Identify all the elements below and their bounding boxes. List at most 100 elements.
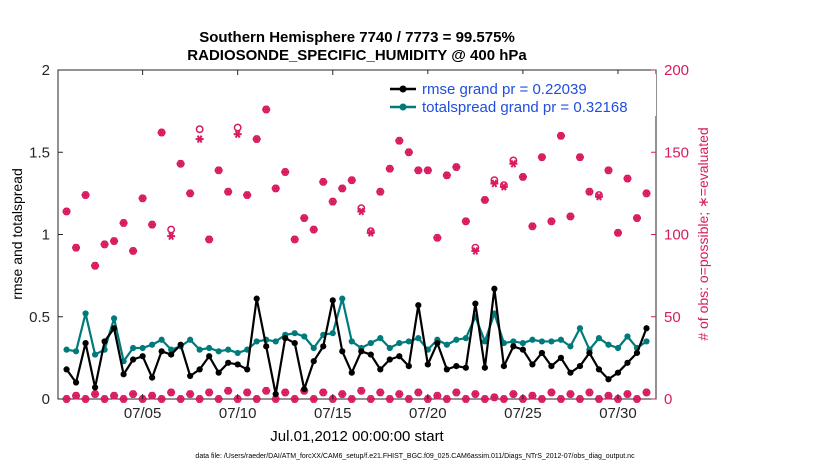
obs-low-evaluated-point bbox=[575, 395, 584, 403]
rmse-point bbox=[215, 369, 222, 376]
spread-point bbox=[443, 341, 450, 348]
obs-evaluated-point bbox=[347, 176, 356, 185]
obs-low-evaluated-point bbox=[309, 395, 318, 403]
rmse-point bbox=[633, 349, 641, 357]
obs-low-evaluated-point bbox=[480, 395, 489, 403]
legend-spread-label: totalspread grand pr = 0.32168 bbox=[422, 99, 628, 116]
obs-possible-point bbox=[233, 123, 242, 132]
obs-low-evaluated-point bbox=[566, 390, 575, 399]
rmse-point bbox=[453, 363, 460, 370]
obs-low-evaluated-point bbox=[224, 386, 233, 395]
spread-point bbox=[453, 336, 460, 343]
spread-point bbox=[215, 348, 222, 355]
obs-evaluated-point bbox=[604, 166, 613, 175]
obs-evaluated-point bbox=[110, 237, 119, 246]
obs-evaluated-point bbox=[100, 240, 109, 249]
obs-evaluated-point bbox=[518, 172, 527, 181]
obs-evaluated-point bbox=[176, 159, 185, 168]
obs-evaluated-point bbox=[556, 131, 565, 140]
obs-low-evaluated-point bbox=[262, 386, 271, 395]
obs-low-evaluated-point bbox=[62, 395, 71, 403]
obs-low-evaluated-point bbox=[119, 395, 128, 403]
obs-possible-point bbox=[195, 125, 204, 134]
obs-low-evaluated-point bbox=[110, 391, 119, 400]
legend-box bbox=[384, 74, 656, 116]
obs-evaluated-point bbox=[91, 261, 100, 270]
rmse-point bbox=[624, 359, 631, 366]
obs-low-evaluated-point bbox=[176, 395, 185, 403]
obs-low-evaluated-point bbox=[632, 395, 641, 403]
obs-evaluated-point bbox=[262, 105, 271, 114]
obs-evaluated-point bbox=[537, 153, 546, 162]
obs-low-evaluated-point bbox=[290, 395, 299, 403]
rmse-point bbox=[139, 353, 146, 360]
obs-evaluated-point bbox=[338, 184, 347, 193]
y-left-tick-label: 1 bbox=[42, 227, 50, 244]
rmse-point bbox=[282, 335, 289, 342]
obs-evaluated-point bbox=[62, 207, 71, 216]
y-left-tick-label: 2 bbox=[42, 62, 50, 79]
y-left-tick-label: 0.5 bbox=[29, 309, 50, 326]
x-tick-label: 07/10 bbox=[219, 405, 257, 422]
rmse-point bbox=[605, 376, 612, 383]
obs-evaluated-point bbox=[195, 135, 204, 144]
rmse-point bbox=[291, 339, 298, 347]
spread-point bbox=[567, 343, 574, 350]
obs-low-evaluated-point bbox=[347, 395, 356, 403]
rmse-point bbox=[130, 356, 137, 363]
rmse-point bbox=[529, 361, 536, 368]
obs-evaluated-point bbox=[547, 217, 556, 226]
obs-low-evaluated-point bbox=[461, 395, 470, 403]
obs-evaluated-point bbox=[243, 191, 252, 199]
obs-evaluated-point bbox=[461, 217, 470, 226]
rmse-point bbox=[196, 366, 203, 373]
obs-evaluated-point bbox=[385, 164, 394, 173]
rmse-point bbox=[548, 363, 555, 370]
spread-point bbox=[614, 344, 622, 352]
obs-low-evaluated-point bbox=[452, 388, 461, 397]
obs-low-evaluated-point bbox=[157, 395, 166, 403]
obs-low-evaluated-point bbox=[604, 391, 613, 400]
obs-low-evaluated-point bbox=[129, 390, 138, 399]
obs-evaluated-point bbox=[309, 225, 318, 234]
rmse-point bbox=[120, 371, 127, 378]
rmse-point bbox=[168, 351, 175, 358]
rmse-point bbox=[82, 339, 89, 347]
obs-low-evaluated-point bbox=[186, 390, 195, 399]
rmse-point bbox=[367, 351, 374, 358]
spread-point bbox=[225, 346, 232, 353]
obs-low-evaluated-point bbox=[91, 390, 100, 399]
obs-low-evaluated-point bbox=[81, 395, 90, 403]
spread-point bbox=[301, 333, 308, 340]
obs-low-evaluated-point bbox=[195, 395, 204, 403]
spread-point bbox=[510, 338, 517, 345]
spread-point bbox=[396, 339, 403, 347]
rmse-point bbox=[187, 372, 194, 380]
right-axis-label: # of obs: o=possible; ∗=evaluated bbox=[695, 127, 711, 340]
obs-possible-point bbox=[167, 225, 176, 234]
rmse-point bbox=[310, 358, 317, 365]
spread-point bbox=[548, 338, 555, 345]
obs-evaluated-point bbox=[613, 228, 622, 237]
plot-area bbox=[57, 69, 657, 400]
spread-point bbox=[234, 349, 241, 357]
y-right-tick-label: 50 bbox=[664, 309, 681, 326]
rmse-point bbox=[567, 369, 574, 376]
rmse-point bbox=[244, 366, 251, 373]
spread-point bbox=[643, 338, 650, 345]
obs-evaluated-point bbox=[157, 128, 166, 137]
rmse-point bbox=[158, 348, 165, 355]
obs-evaluated-point bbox=[205, 235, 214, 244]
spread-point bbox=[168, 346, 175, 353]
spread-point bbox=[253, 338, 260, 345]
obs-low-evaluated-point bbox=[499, 395, 508, 403]
obs-evaluated-point bbox=[224, 187, 233, 196]
spread-point bbox=[130, 344, 137, 352]
rmse-point bbox=[472, 300, 479, 307]
spread-point bbox=[82, 310, 89, 317]
rmse-point bbox=[481, 364, 488, 371]
rmse-point bbox=[643, 325, 650, 332]
obs-evaluated-point bbox=[271, 184, 280, 193]
obs-low-evaluated-point bbox=[509, 390, 518, 399]
spread-point bbox=[481, 338, 488, 345]
